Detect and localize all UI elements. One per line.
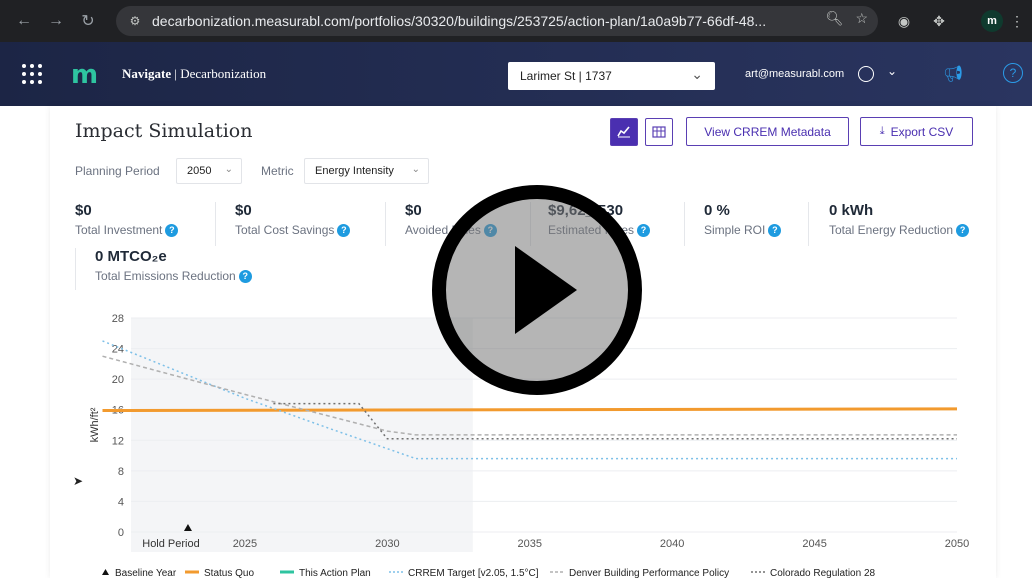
chevron-down-icon: ⌄ (411, 164, 420, 175)
help-icon[interactable]: ? (768, 223, 782, 237)
back-icon[interactable]: ← (16, 12, 32, 29)
export-csv-button[interactable]: ⤓ Export CSV (860, 117, 973, 146)
browser-menu-icon[interactable]: ⋮ (1010, 12, 1024, 29)
table-view-button[interactable] (645, 118, 673, 146)
planning-period-select[interactable]: 2050 ⌄ (176, 158, 242, 184)
announcements-icon[interactable]: 📢︎ (943, 66, 964, 83)
help-icon[interactable]: ? (1003, 63, 1023, 83)
reload-icon[interactable]: ↻ (81, 13, 95, 30)
divider (75, 248, 76, 290)
brand-sub: | Decarbonization (171, 66, 267, 81)
help-icon[interactable]: ? (956, 223, 970, 237)
metric-label: Total Cost Savings (235, 223, 335, 237)
forward-icon[interactable]: → (48, 12, 64, 29)
bookmark-star-icon[interactable]: ☆ (855, 10, 868, 26)
table-icon (652, 126, 666, 138)
metric-total-investment: $0 Total Investment? (75, 202, 179, 237)
browser-toolbar: ← → ↻ ⚙ decarbonization.measurabl.com/po… (0, 0, 1032, 42)
planning-period-label: Planning Period (75, 164, 160, 178)
building-select[interactable]: Larimer St | 1737 ⌄ (508, 62, 715, 90)
extension-icon[interactable]: ◉ (897, 12, 911, 29)
divider (215, 202, 216, 246)
metric-label: Metric (261, 164, 294, 178)
metric-value: $0 (75, 202, 92, 219)
divider (385, 202, 386, 246)
metric-value: 0 kWh (829, 202, 874, 219)
download-icon: ⤓ (879, 125, 885, 137)
chevron-down-icon: ⌄ (691, 66, 703, 82)
divider (808, 202, 809, 246)
measurabl-logo[interactable]: m (71, 60, 98, 90)
address-bar[interactable]: ⚙ decarbonization.measurabl.com/portfoli… (116, 6, 878, 36)
metric-total-cost-savings: $0 Total Cost Savings? (235, 202, 351, 237)
user-menu-chevron-icon[interactable]: ⌄ (887, 64, 898, 78)
metric-value: Energy Intensity (315, 165, 394, 177)
user-email[interactable]: art@measurabl.com (745, 68, 845, 80)
metric-value: 0 MTCO₂e (95, 248, 167, 265)
metric-value: 0 % (704, 202, 730, 219)
site-info-icon[interactable]: ⚙ (129, 14, 141, 28)
view-crrem-metadata-button[interactable]: View CRREM Metadata (686, 117, 849, 146)
page-title: Impact Simulation (75, 120, 253, 142)
profile-avatar[interactable]: m (981, 10, 1003, 32)
apps-grid-icon[interactable] (22, 64, 42, 84)
play-icon (515, 246, 577, 334)
metric-select[interactable]: Energy Intensity ⌄ (304, 158, 429, 184)
help-icon[interactable]: ? (238, 269, 252, 283)
planning-period-value: 2050 (187, 165, 212, 177)
help-icon[interactable]: ? (637, 223, 651, 237)
help-icon[interactable]: ? (337, 223, 351, 237)
extensions-puzzle-icon[interactable]: ✥ (933, 12, 945, 29)
metric-simple-roi: 0 % Simple ROI? (704, 202, 782, 237)
line-chart-icon (617, 126, 630, 138)
user-icon[interactable] (858, 66, 874, 82)
building-select-value: Larimer St | 1737 (520, 69, 612, 83)
metric-value: $0 (235, 202, 252, 219)
metric-total-energy-reduction: 0 kWh Total Energy Reduction? (829, 202, 970, 237)
app-header: m Navigate | Decarbonization Larimer St … (0, 42, 1032, 106)
metric-label: Total Emissions Reduction (95, 269, 236, 283)
metric-label: Simple ROI (704, 223, 766, 237)
metric-label: Total Energy Reduction (829, 223, 954, 237)
chart-view-button[interactable] (610, 118, 638, 146)
metric-value: $0 (405, 202, 422, 219)
metric-label: Total Investment (75, 223, 163, 237)
help-icon[interactable]: ? (165, 223, 179, 237)
url-text[interactable]: decarbonization.measurabl.com/portfolios… (152, 13, 767, 29)
product-name: Navigate | Decarbonization (122, 66, 266, 82)
chevron-down-icon: ⌄ (224, 164, 233, 175)
mouse-cursor-icon: ➤ (73, 474, 84, 488)
metric-total-emissions-reduction: 0 MTCO₂e Total Emissions Reduction? (95, 248, 252, 283)
divider (684, 202, 685, 246)
brand-bold: Navigate (122, 66, 172, 81)
video-play-button[interactable] (431, 184, 643, 396)
zoom-icon[interactable]: 🔍︎ (825, 10, 844, 26)
export-csv-label: Export CSV (890, 124, 954, 139)
